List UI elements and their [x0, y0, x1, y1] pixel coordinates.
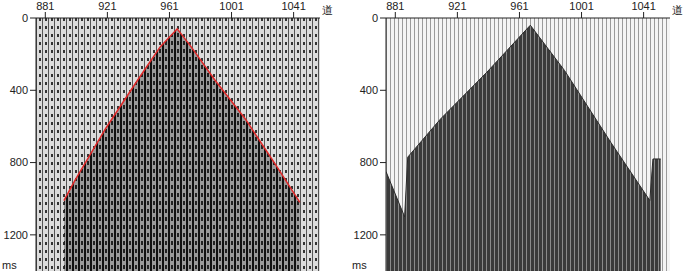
svg-text:0: 0: [22, 12, 28, 24]
svg-text:800: 800: [10, 156, 28, 168]
svg-text:道: 道: [322, 4, 333, 16]
svg-text:881: 881: [386, 0, 404, 12]
svg-text:1200: 1200: [4, 229, 28, 241]
svg-text:400: 400: [360, 84, 378, 96]
svg-text:881: 881: [36, 0, 54, 12]
svg-text:961: 961: [510, 0, 528, 12]
svg-text:ms: ms: [352, 259, 367, 271]
svg-text:道: 道: [672, 4, 683, 16]
svg-text:1041: 1041: [281, 0, 305, 12]
svg-text:ms: ms: [2, 259, 17, 271]
svg-text:800: 800: [360, 156, 378, 168]
svg-text:1001: 1001: [219, 0, 243, 12]
svg-text:400: 400: [10, 84, 28, 96]
svg-text:1200: 1200: [354, 229, 378, 241]
svg-text:921: 921: [448, 0, 466, 12]
svg-text:921: 921: [98, 0, 116, 12]
svg-text:1001: 1001: [569, 0, 593, 12]
svg-text:0: 0: [372, 12, 378, 24]
svg-text:1041: 1041: [631, 0, 655, 12]
svg-text:961: 961: [160, 0, 178, 12]
